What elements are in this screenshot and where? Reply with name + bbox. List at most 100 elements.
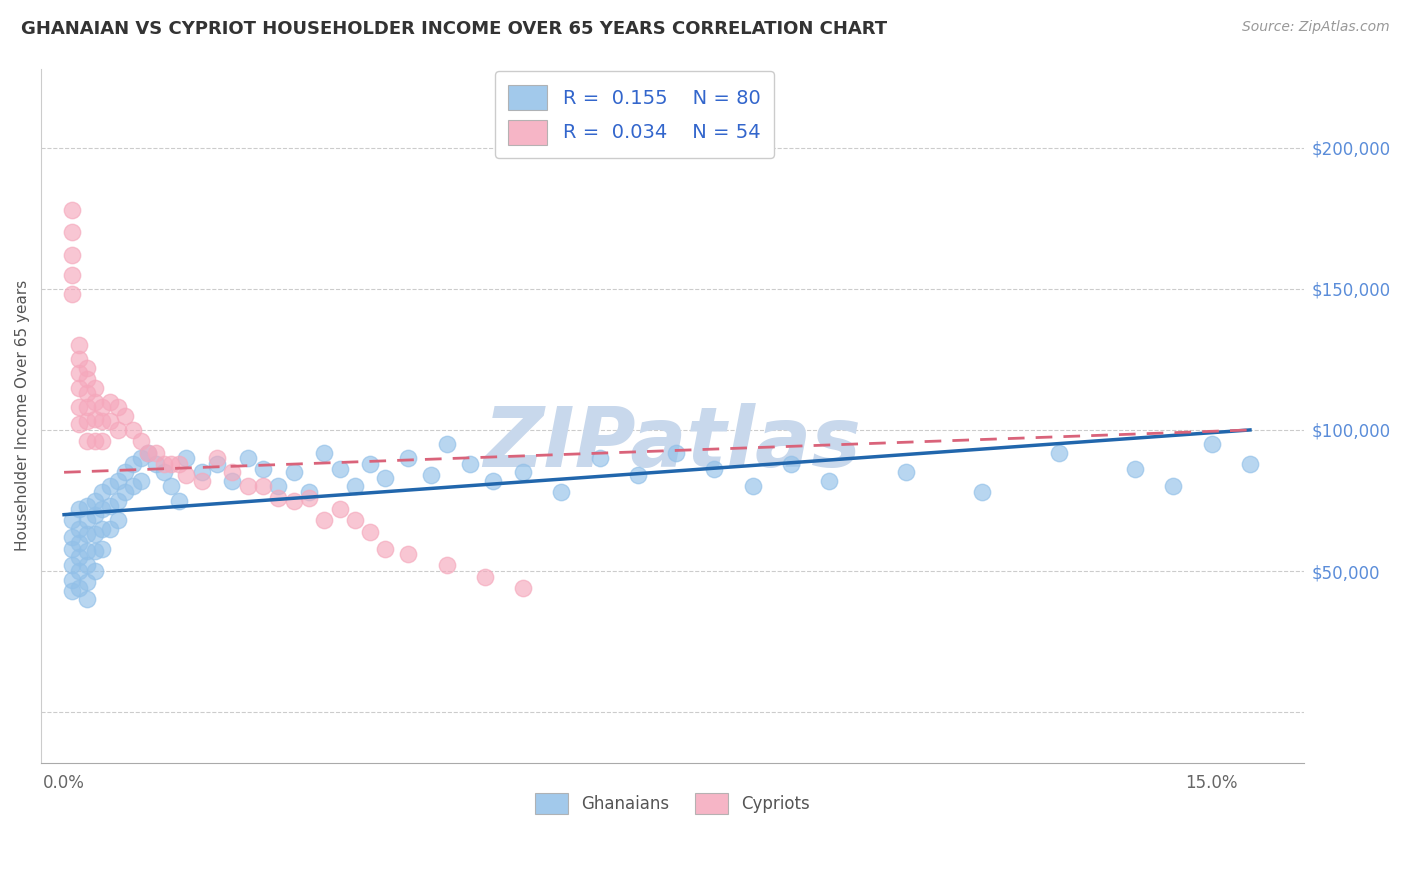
Point bbox=[236, 479, 259, 493]
Point bbox=[60, 202, 83, 217]
Y-axis label: Householder Income Over 65 years: Householder Income Over 65 years bbox=[15, 280, 30, 551]
Point bbox=[60, 573, 83, 587]
Text: ZIPatlas: ZIPatlas bbox=[484, 403, 862, 484]
Point bbox=[67, 338, 90, 352]
Point bbox=[512, 465, 534, 479]
Point bbox=[481, 474, 503, 488]
Point bbox=[283, 493, 305, 508]
Point bbox=[107, 493, 129, 508]
Point bbox=[191, 474, 214, 488]
Point bbox=[314, 445, 336, 459]
Point bbox=[136, 445, 159, 459]
Point bbox=[76, 415, 98, 429]
Point bbox=[703, 462, 725, 476]
Point bbox=[114, 409, 136, 423]
Point bbox=[252, 479, 274, 493]
Point bbox=[76, 499, 98, 513]
Point bbox=[83, 527, 105, 541]
Point bbox=[76, 527, 98, 541]
Point bbox=[236, 451, 259, 466]
Point bbox=[741, 479, 763, 493]
Point bbox=[420, 468, 443, 483]
Point bbox=[145, 457, 167, 471]
Point bbox=[343, 513, 366, 527]
Point bbox=[91, 541, 114, 556]
Point bbox=[91, 522, 114, 536]
Point bbox=[91, 485, 114, 500]
Point bbox=[129, 451, 152, 466]
Point bbox=[76, 401, 98, 415]
Point bbox=[67, 502, 90, 516]
Point bbox=[359, 457, 381, 471]
Point bbox=[107, 474, 129, 488]
Point bbox=[122, 479, 145, 493]
Point bbox=[588, 451, 610, 466]
Point bbox=[1123, 462, 1146, 476]
Point bbox=[780, 457, 803, 471]
Point bbox=[83, 508, 105, 522]
Point bbox=[343, 479, 366, 493]
Point bbox=[221, 474, 243, 488]
Point bbox=[314, 513, 336, 527]
Point bbox=[83, 381, 105, 395]
Point bbox=[298, 491, 321, 505]
Point bbox=[60, 268, 83, 282]
Point bbox=[136, 445, 159, 459]
Point bbox=[107, 423, 129, 437]
Point bbox=[67, 417, 90, 432]
Point bbox=[67, 352, 90, 367]
Point bbox=[98, 522, 121, 536]
Point bbox=[98, 394, 121, 409]
Point bbox=[328, 502, 350, 516]
Text: GHANAIAN VS CYPRIOT HOUSEHOLDER INCOME OVER 65 YEARS CORRELATION CHART: GHANAIAN VS CYPRIOT HOUSEHOLDER INCOME O… bbox=[21, 20, 887, 37]
Point bbox=[60, 530, 83, 544]
Point bbox=[76, 592, 98, 607]
Point bbox=[107, 401, 129, 415]
Point bbox=[550, 485, 572, 500]
Point bbox=[76, 513, 98, 527]
Point bbox=[91, 401, 114, 415]
Point bbox=[176, 468, 198, 483]
Point bbox=[60, 583, 83, 598]
Point bbox=[167, 457, 190, 471]
Point bbox=[60, 287, 83, 301]
Point bbox=[176, 451, 198, 466]
Point bbox=[205, 457, 228, 471]
Point bbox=[152, 465, 174, 479]
Point bbox=[60, 513, 83, 527]
Point bbox=[98, 415, 121, 429]
Point bbox=[76, 544, 98, 558]
Point bbox=[160, 457, 183, 471]
Point bbox=[374, 541, 396, 556]
Point bbox=[396, 547, 419, 561]
Point bbox=[67, 381, 90, 395]
Point bbox=[972, 485, 994, 500]
Point bbox=[67, 367, 90, 381]
Point bbox=[129, 434, 152, 449]
Point bbox=[83, 544, 105, 558]
Point bbox=[152, 457, 174, 471]
Text: Source: ZipAtlas.com: Source: ZipAtlas.com bbox=[1241, 20, 1389, 34]
Point bbox=[83, 411, 105, 425]
Point bbox=[67, 401, 90, 415]
Point bbox=[205, 451, 228, 466]
Point bbox=[627, 468, 650, 483]
Legend: Ghanaians, Cypriots: Ghanaians, Cypriots bbox=[524, 783, 820, 824]
Point bbox=[267, 479, 290, 493]
Point bbox=[167, 493, 190, 508]
Point bbox=[160, 479, 183, 493]
Point bbox=[122, 457, 145, 471]
Point bbox=[91, 415, 114, 429]
Point bbox=[76, 372, 98, 386]
Point bbox=[60, 248, 83, 262]
Point bbox=[60, 541, 83, 556]
Point bbox=[76, 360, 98, 375]
Point bbox=[328, 462, 350, 476]
Point bbox=[145, 445, 167, 459]
Point bbox=[60, 225, 83, 239]
Point bbox=[129, 474, 152, 488]
Point bbox=[512, 581, 534, 595]
Point bbox=[436, 558, 458, 573]
Point bbox=[252, 462, 274, 476]
Point bbox=[1047, 445, 1070, 459]
